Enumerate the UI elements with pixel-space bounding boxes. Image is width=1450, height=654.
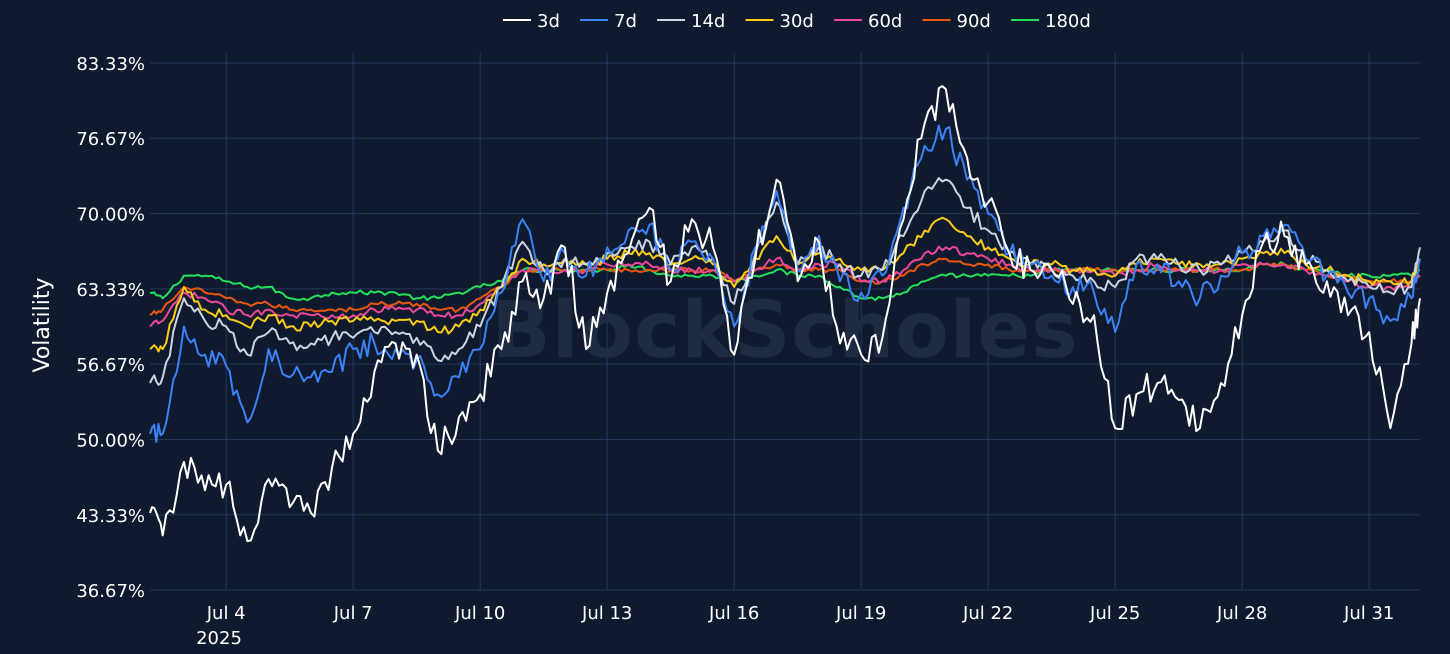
x-tick-label: Jul 31 — [1343, 603, 1394, 624]
legend-item-60d[interactable]: 60d — [834, 11, 902, 32]
y-tick-label: 83.33% — [76, 54, 145, 75]
legend-label: 60d — [868, 11, 902, 32]
y-tick-label: 36.67% — [76, 581, 145, 602]
legend-item-90d[interactable]: 90d — [922, 11, 991, 32]
series-line-3d — [149, 85, 1421, 543]
x-tick-label: Jul 4 — [206, 603, 246, 624]
x-axis-ticks: Jul 4 Jul 7 Jul 10 Jul 13 Jul 16 Jul 19 Jul 22… — [206, 603, 1395, 624]
grid-layer — [150, 53, 1420, 591]
x-tick-label: Jul 13 — [581, 603, 632, 624]
legend-label: 14d — [691, 11, 725, 32]
series-line-7d — [149, 124, 1421, 443]
legend[interactable]: 3d 7d 14d 30d 60d 90d 180d — [503, 11, 1091, 32]
legend-item-7d[interactable]: 7d — [580, 11, 637, 32]
legend-label: 180d — [1045, 11, 1091, 32]
legend-item-14d[interactable]: 14d — [657, 11, 725, 32]
legend-label: 90d — [957, 11, 991, 32]
y-tick-label: 56.67% — [76, 355, 145, 376]
x-tick-label: Jul 28 — [1216, 603, 1267, 624]
y-axis-ticks: 83.33% 76.67% 70.00% 63.33% 56.67% 50.00% 43.3… — [76, 54, 145, 602]
y-axis-label: Volatility — [30, 277, 55, 372]
series-line-30d — [149, 216, 1421, 353]
legend-label: 3d — [537, 11, 560, 32]
x-year-label: 2025 — [196, 628, 242, 649]
x-tick-label: Jul 16 — [708, 603, 759, 624]
legend-label: 7d — [614, 11, 637, 32]
legend-item-180d[interactable]: 180d — [1011, 11, 1091, 32]
x-tick-label: Jul 19 — [835, 603, 886, 624]
legend-item-30d[interactable]: 30d — [745, 11, 814, 32]
x-tick-label: Jul 7 — [333, 603, 373, 624]
y-tick-label: 63.33% — [76, 280, 145, 301]
y-tick-label: 76.67% — [76, 129, 145, 150]
watermark-text: BlockScholes — [491, 286, 1078, 376]
series-line-90d — [149, 257, 1421, 316]
y-tick-label: 43.33% — [76, 506, 145, 527]
x-tick-label: Jul 25 — [1089, 603, 1140, 624]
series-lines — [149, 85, 1421, 543]
x-tick-label: Jul 10 — [454, 603, 505, 624]
legend-item-3d[interactable]: 3d — [503, 11, 560, 32]
legend-label: 30d — [780, 11, 814, 32]
y-tick-label: 50.00% — [76, 430, 145, 451]
y-tick-label: 70.00% — [76, 205, 145, 226]
series-line-180d — [149, 261, 1421, 302]
x-tick-label: Jul 22 — [962, 603, 1013, 624]
